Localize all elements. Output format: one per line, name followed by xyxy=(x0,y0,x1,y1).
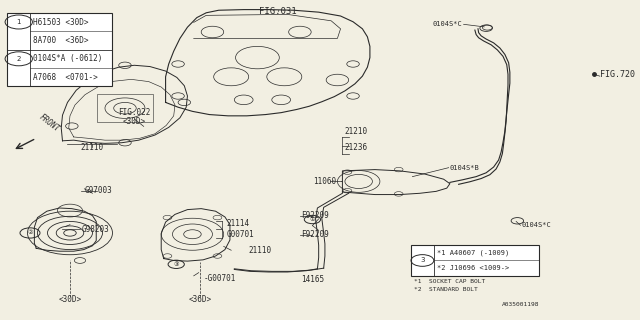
Text: 21110: 21110 xyxy=(249,246,272,255)
Text: 21236: 21236 xyxy=(344,143,368,152)
Text: 11060: 11060 xyxy=(313,177,336,186)
Text: 21114: 21114 xyxy=(226,220,250,228)
Text: FRONT: FRONT xyxy=(38,112,61,134)
Text: 0104S*A (-0612): 0104S*A (-0612) xyxy=(33,54,102,63)
Text: <36D>: <36D> xyxy=(188,295,211,304)
Text: 21210: 21210 xyxy=(344,127,368,136)
Text: *1 A40607 (-1009): *1 A40607 (-1009) xyxy=(436,250,509,256)
Text: 2: 2 xyxy=(17,56,21,62)
Text: 14165: 14165 xyxy=(301,275,324,284)
Text: *2 J10696 <1009->: *2 J10696 <1009-> xyxy=(436,265,509,271)
Text: *2  STANDARD BOLT: *2 STANDARD BOLT xyxy=(413,287,477,292)
Bar xyxy=(8,13,113,86)
Text: 3: 3 xyxy=(420,258,425,263)
Text: ②: ② xyxy=(27,230,33,236)
Text: H61503 <30D>: H61503 <30D> xyxy=(33,18,88,27)
Text: 8A700  <36D>: 8A700 <36D> xyxy=(33,36,88,45)
Text: -G00701: -G00701 xyxy=(204,274,236,283)
Text: G97003: G97003 xyxy=(84,186,112,195)
Text: G00701: G00701 xyxy=(226,230,254,239)
Text: FIG.720: FIG.720 xyxy=(600,70,635,79)
Text: F92209: F92209 xyxy=(301,230,329,239)
Text: *1  SOCKET CAP BOLT: *1 SOCKET CAP BOLT xyxy=(413,279,485,284)
Text: FIG.022: FIG.022 xyxy=(118,108,150,117)
Bar xyxy=(97,94,153,122)
Text: G98203: G98203 xyxy=(81,225,109,234)
Text: FIG.031: FIG.031 xyxy=(259,7,297,16)
Text: ①: ① xyxy=(310,217,316,222)
Text: <30D>: <30D> xyxy=(58,295,81,304)
Text: 0104S*C: 0104S*C xyxy=(522,222,552,228)
Text: 0104S*B: 0104S*B xyxy=(450,165,479,171)
Text: A7068  <0701->: A7068 <0701-> xyxy=(33,73,98,82)
Text: ③: ③ xyxy=(173,262,179,267)
Text: F92209: F92209 xyxy=(301,211,329,220)
Text: 0104S*C: 0104S*C xyxy=(433,21,462,27)
Text: A035001198: A035001198 xyxy=(502,301,540,307)
Text: 21110: 21110 xyxy=(81,143,104,152)
Text: 1: 1 xyxy=(17,19,21,25)
Bar xyxy=(411,245,540,276)
Text: <30D>: <30D> xyxy=(123,117,146,126)
